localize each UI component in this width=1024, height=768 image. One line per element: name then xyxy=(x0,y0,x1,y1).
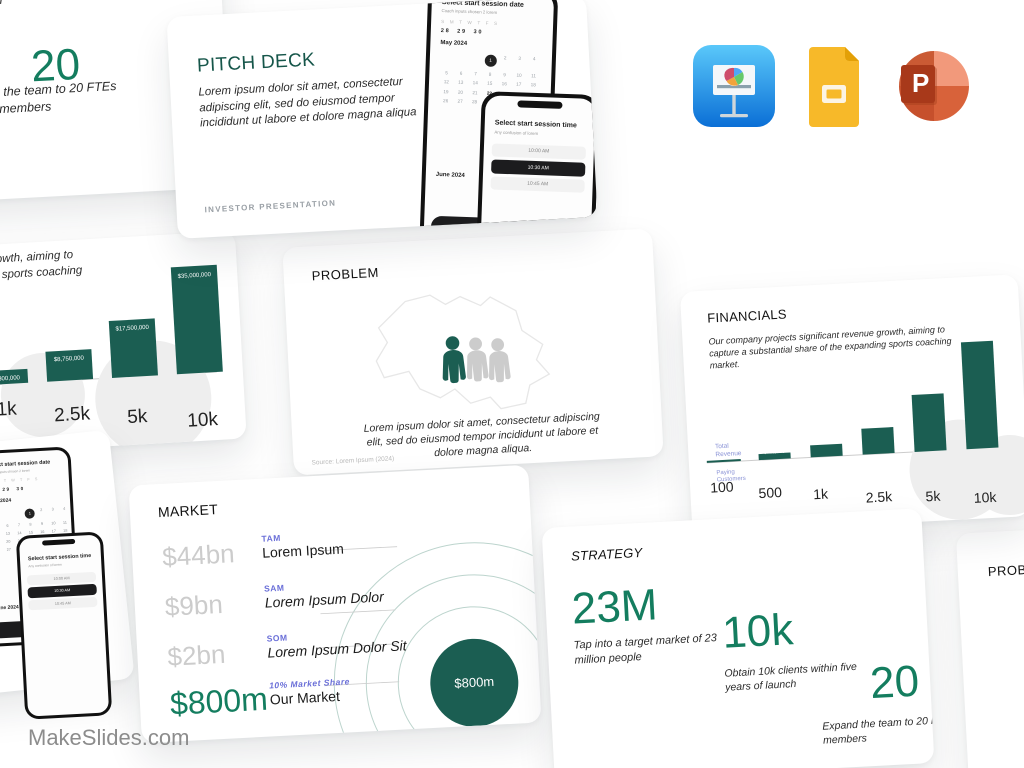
svg-text:P: P xyxy=(912,68,929,98)
svg-text:5k: 5k xyxy=(925,488,942,505)
svg-text:Paying: Paying xyxy=(716,469,735,476)
svg-text:10k: 10k xyxy=(973,489,997,506)
svg-text:500: 500 xyxy=(758,484,782,501)
svg-text:Total: Total xyxy=(715,443,730,451)
svg-text:Customers: Customers xyxy=(717,476,746,484)
svg-text:1k: 1k xyxy=(0,398,18,420)
svg-text:2.5k: 2.5k xyxy=(54,403,92,426)
svg-text:Revenue: Revenue xyxy=(715,450,742,458)
svg-text:$800m: $800m xyxy=(454,674,494,691)
svg-text:$790,000: $790,000 xyxy=(764,449,785,456)
svg-text:2.5k: 2.5k xyxy=(865,488,893,505)
svg-text:1k: 1k xyxy=(813,485,830,502)
